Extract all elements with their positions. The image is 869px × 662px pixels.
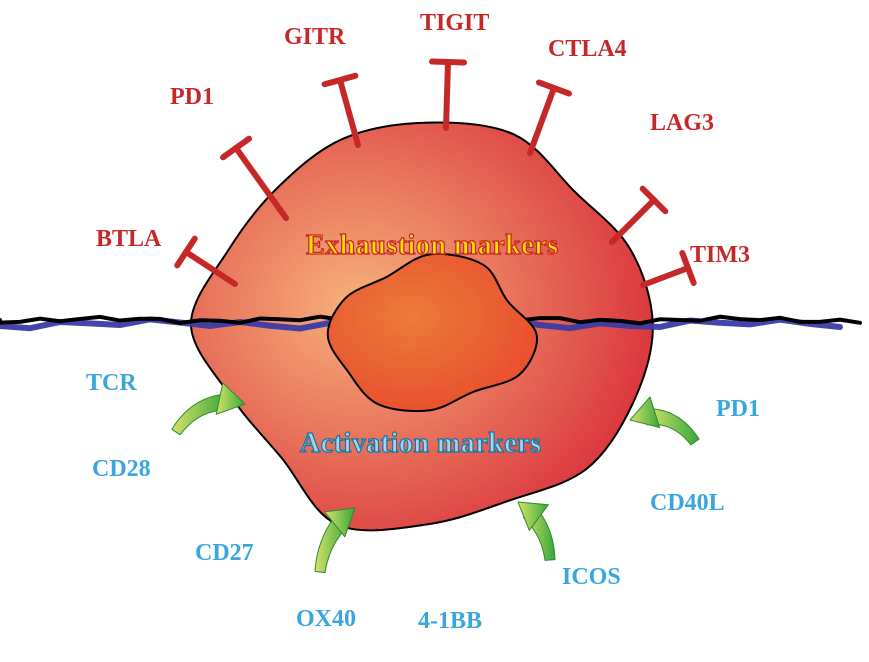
diagram-stage: Exhaustion markers Activation markers PD… [0,0,869,662]
diagram-canvas [0,0,869,662]
label-ctla4: CTLA4 [548,36,627,63]
label-pd1-activation: PD1 [716,396,760,423]
label-4-1bb: 4-1BB [418,608,482,635]
label-cd27: CD27 [195,540,254,567]
label-tim3: TIM3 [690,242,750,269]
activation-title: Activation markers [300,428,542,460]
label-pd1-exhaustion: PD1 [170,84,214,111]
label-cd28: CD28 [92,456,151,483]
label-cd40l: CD40L [650,490,725,517]
label-ox40: OX40 [296,606,356,633]
label-lag3: LAG3 [650,110,714,137]
label-gitr: GITR [284,24,345,51]
label-icos: ICOS [562,564,621,591]
label-btla: BTLA [96,226,161,253]
exhaustion-title: Exhaustion markers [306,230,558,262]
label-tigit: TIGIT [420,10,489,37]
label-tcr: TCR [86,370,137,397]
